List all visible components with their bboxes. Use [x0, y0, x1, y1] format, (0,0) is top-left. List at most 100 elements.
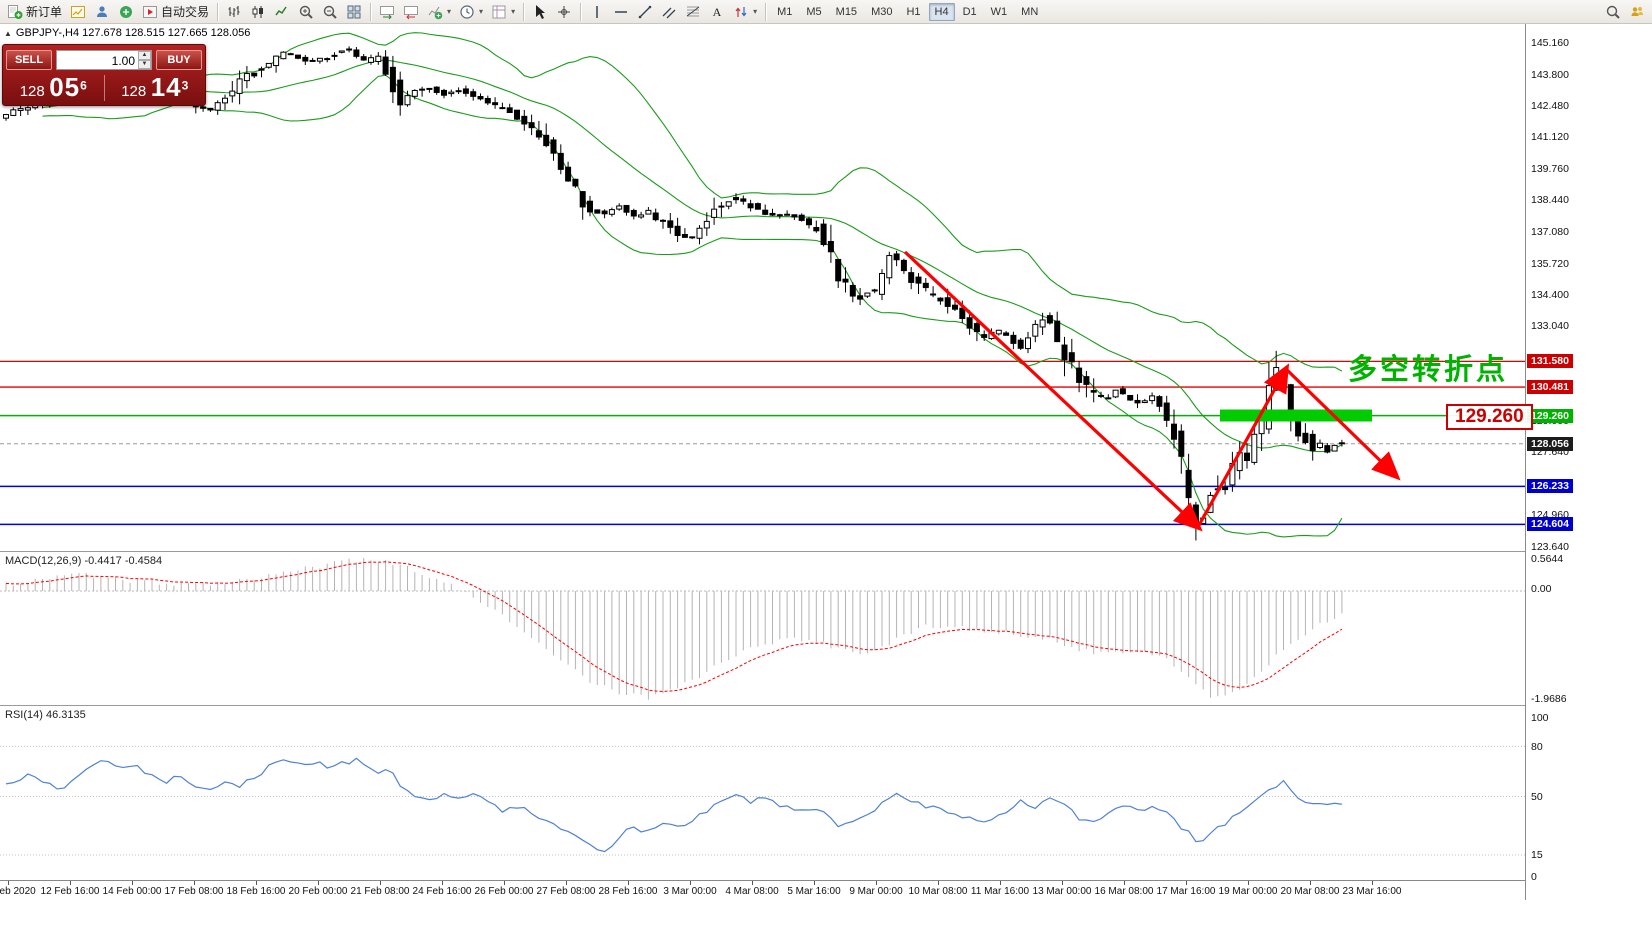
arrows-icon — [733, 4, 749, 20]
chevron-down-icon: ▾ — [511, 7, 516, 16]
new-order-button[interactable]: 新订单 — [3, 2, 66, 22]
text-icon: A — [709, 4, 725, 20]
timeframe-button-h4[interactable]: H4 — [928, 2, 955, 21]
time-axis-label: 3 Mar 00:00 — [663, 886, 717, 897]
chevron-down-icon: ▾ — [479, 7, 484, 16]
data-window-button[interactable] — [114, 2, 138, 22]
autotrading-icon — [142, 4, 158, 20]
chart-shift-button[interactable] — [399, 2, 423, 22]
timeframe-button-m15[interactable]: M15 — [830, 3, 863, 21]
fibonacci-button[interactable] — [681, 2, 705, 22]
time-axis-label: 17 Mar 16:00 — [1156, 886, 1216, 897]
community-button[interactable] — [1625, 2, 1649, 22]
timeframe-button-m5[interactable]: M5 — [800, 3, 827, 21]
periods-button[interactable]: ▾ — [455, 2, 487, 22]
arrows-button[interactable]: ▾ — [729, 2, 761, 22]
auto-scroll-button[interactable] — [375, 2, 399, 22]
auto-scroll-icon — [379, 4, 395, 20]
price-line-badge: 131.580 — [1527, 354, 1573, 368]
tile-windows-button[interactable] — [342, 2, 366, 22]
time-axis-label: 19 Mar 00:00 — [1218, 886, 1278, 897]
timeframe-button-m30[interactable]: M30 — [865, 3, 898, 21]
search-button[interactable] — [1601, 2, 1625, 22]
price-scale-label: 134.400 — [1531, 289, 1569, 301]
symbol-info-text: GBPJPY-,H4 127.678 128.515 127.665 128.0… — [15, 27, 251, 39]
charts-icon — [70, 4, 86, 20]
macd-scale-label: 0.5644 — [1531, 553, 1564, 565]
charts-button[interactable] — [66, 2, 90, 22]
time-axis-tick — [1372, 881, 1373, 885]
main-chart-canvas[interactable] — [0, 24, 1525, 551]
horizontal-line-icon — [613, 4, 629, 20]
price-scale: 145.160 143.800 142.480 141.120 139.760 138.4… — [1525, 24, 1652, 900]
time-axis-tick — [752, 881, 753, 885]
time-axis-label: 26 Feb 00:00 — [474, 886, 534, 897]
bar-chart-button[interactable] — [222, 2, 246, 22]
chevron-down-icon: ▾ — [753, 7, 758, 16]
zoom-out-icon — [322, 4, 338, 20]
rsi-canvas[interactable] — [0, 706, 1525, 882]
volume-decrease-button[interactable]: ▼ — [138, 59, 151, 69]
time-axis-tick — [380, 881, 381, 885]
time-axis-label: 14 Feb 00:00 — [102, 886, 162, 897]
price-line-badge: 130.481 — [1527, 380, 1573, 394]
time-axis-label: 11 Mar 16:00 — [970, 886, 1030, 897]
trendline-button[interactable] — [633, 2, 657, 22]
time-axis-tick — [1000, 881, 1001, 885]
sell-button[interactable]: SELL — [6, 49, 52, 70]
toolbar-separator — [523, 2, 525, 21]
toolbar-separator — [580, 2, 582, 21]
macd-scale-label: -1.9686 — [1531, 693, 1567, 705]
crosshair-button[interactable] — [552, 2, 576, 22]
svg-text:A: A — [713, 5, 722, 19]
autotrading-button[interactable]: 自动交易 — [138, 2, 213, 22]
profiles-icon — [94, 4, 110, 20]
time-axis-tick — [1310, 881, 1311, 885]
candlestick-button[interactable] — [246, 2, 270, 22]
price-line-badge: 129.260 — [1527, 409, 1573, 423]
timeframe-button-mn[interactable]: MN — [1015, 3, 1044, 21]
time-axis-tick — [1062, 881, 1063, 885]
new-order-button-label: 新订单 — [26, 5, 63, 19]
price-scale-label: 141.120 — [1531, 131, 1569, 143]
price-scale-label: 137.080 — [1531, 226, 1569, 238]
zoom-out-button[interactable] — [318, 2, 342, 22]
time-axis-tick — [8, 881, 9, 885]
candlestick-icon — [250, 4, 266, 20]
timeframe-button-h1[interactable]: H1 — [900, 3, 926, 21]
vertical-line-button[interactable] — [585, 2, 609, 22]
ask-pips: 14 — [150, 72, 182, 102]
time-axis-tick — [938, 881, 939, 885]
zoom-in-icon — [298, 4, 314, 20]
time-axis-tick — [70, 881, 71, 885]
chevron-down-icon: ▾ — [447, 7, 452, 16]
price-scale-label: 135.720 — [1531, 258, 1569, 270]
toolbar-separator — [765, 2, 767, 21]
text-button[interactable]: A — [705, 2, 729, 22]
price-scale-label: 139.760 — [1531, 163, 1569, 175]
timeframe-button-m1[interactable]: M1 — [771, 3, 798, 21]
timeframe-button-d1[interactable]: D1 — [957, 3, 983, 21]
volume-stepper[interactable]: 1.00 ▲ ▼ — [56, 49, 152, 70]
time-axis-label: 18 Feb 16:00 — [226, 886, 286, 897]
time-axis-tick — [814, 881, 815, 885]
indicators-button[interactable]: ▾ — [423, 2, 455, 22]
volume-increase-button[interactable]: ▲ — [138, 50, 151, 60]
horizontal-line-button[interactable] — [609, 2, 633, 22]
bid-pips: 05 — [49, 72, 81, 102]
time-axis-label: 5 Mar 16:00 — [787, 886, 841, 897]
templates-button[interactable]: ▾ — [487, 2, 519, 22]
symbol-info: ▲ GBPJPY-,H4 127.678 128.515 127.665 128.… — [4, 27, 250, 39]
buy-button[interactable]: BUY — [156, 49, 202, 70]
line-chart-button[interactable] — [270, 2, 294, 22]
price-scale-label: 145.160 — [1531, 37, 1569, 49]
macd-canvas[interactable] — [0, 552, 1525, 706]
price-line-badge: 126.233 — [1527, 479, 1573, 493]
volume-value[interactable]: 1.00 — [111, 53, 135, 68]
cursor-button[interactable] — [528, 2, 552, 22]
channel-button[interactable] — [657, 2, 681, 22]
timeframe-button-w1[interactable]: W1 — [985, 3, 1014, 21]
one-click-toggle-icon[interactable]: ▲ — [4, 29, 12, 38]
zoom-in-button[interactable] — [294, 2, 318, 22]
profiles-button[interactable] — [90, 2, 114, 22]
